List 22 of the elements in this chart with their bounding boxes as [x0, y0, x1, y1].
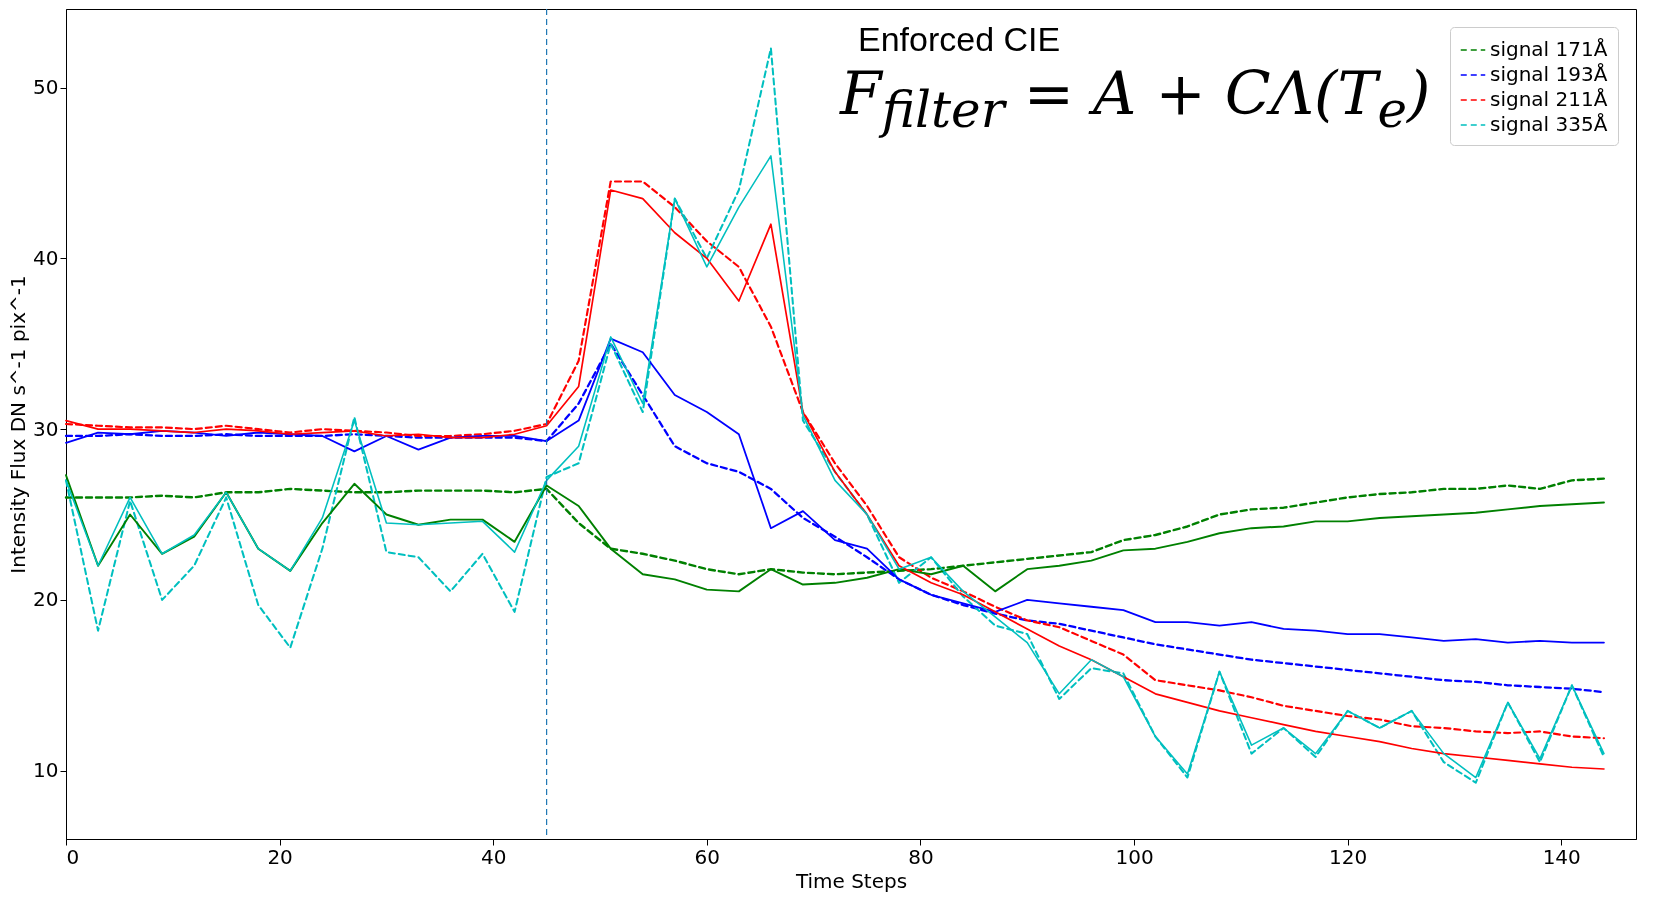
chart-title: Enforced CIE: [858, 20, 1061, 59]
x-tick-label: 60: [694, 844, 721, 869]
y-tick-label: 30: [33, 416, 59, 441]
annotation: F$_{filter}$ = A + CΛ(T$_{e}$): [840, 58, 1431, 139]
x-tick-label: 100: [1115, 844, 1154, 869]
x-tick-label: 80: [908, 844, 934, 869]
legend-label: signal 193Å: [1490, 62, 1608, 86]
x-tick-label: 20: [267, 844, 293, 869]
x-axis-title: Time Steps: [794, 868, 908, 893]
x-tick-label: 40: [480, 844, 507, 869]
legend-label: signal 335Å: [1490, 112, 1608, 136]
legend-label: signal 171Å: [1490, 37, 1608, 61]
y-tick-label: 20: [33, 587, 59, 612]
y-tick-label: 40: [33, 245, 59, 270]
y-tick-label: 50: [33, 75, 59, 100]
legend-label: signal 211Å: [1490, 87, 1608, 111]
x-tick-label: 140: [1542, 844, 1581, 869]
x-tick-label: 0: [66, 844, 80, 869]
y-tick-label: 10: [33, 758, 59, 783]
line-series: [65, 474, 1605, 593]
x-tick-label: 120: [1329, 844, 1368, 869]
y-axis-title: Intensity Flux DN s^-1 pix^-1: [6, 275, 31, 574]
